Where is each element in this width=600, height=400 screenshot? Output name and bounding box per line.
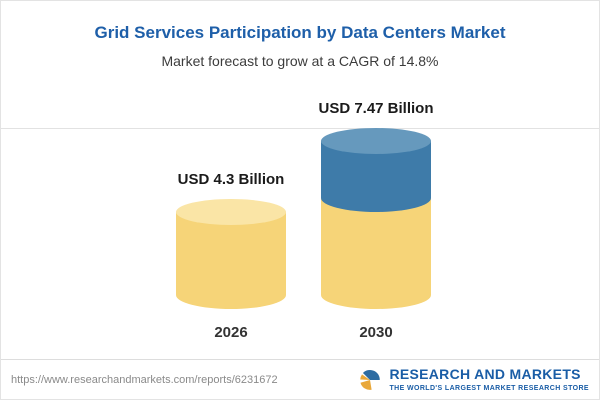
chart-subtitle: Market forecast to grow at a CAGR of 14.… — [161, 53, 439, 69]
value-label-2030: USD 7.47 Billion — [318, 99, 434, 117]
research-and-markets-logo-icon — [357, 367, 383, 393]
logo-text-wrap: RESEARCH AND MARKETS THE WORLD'S LARGEST… — [389, 366, 589, 392]
research-and-markets-logo: RESEARCH AND MARKETS THE WORLD'S LARGEST… — [357, 366, 589, 393]
bar-2030-cap — [321, 127, 431, 154]
value-label-2026: USD 4.3 Billion — [177, 171, 285, 189]
bar-2030-base-segment — [321, 198, 431, 309]
chart-title: Grid Services Participation by Data Cent… — [94, 23, 506, 42]
axis-label-2026: 2026 — [214, 324, 248, 341]
bar-2026-segment — [176, 199, 286, 309]
footer: https://www.researchandmarkets.com/repor… — [1, 359, 599, 399]
bar-2026-cap — [176, 199, 286, 226]
report-url: https://www.researchandmarkets.com/repor… — [11, 373, 278, 386]
logo-text: RESEARCH AND MARKETS — [389, 366, 581, 383]
axis-label-2030: 2030 — [359, 324, 393, 341]
chart-top-gridline — [1, 128, 599, 129]
bar-2030-growth-segment — [321, 127, 431, 213]
logo-tagline: THE WORLD'S LARGEST MARKET RESEARCH STOR… — [389, 384, 589, 392]
